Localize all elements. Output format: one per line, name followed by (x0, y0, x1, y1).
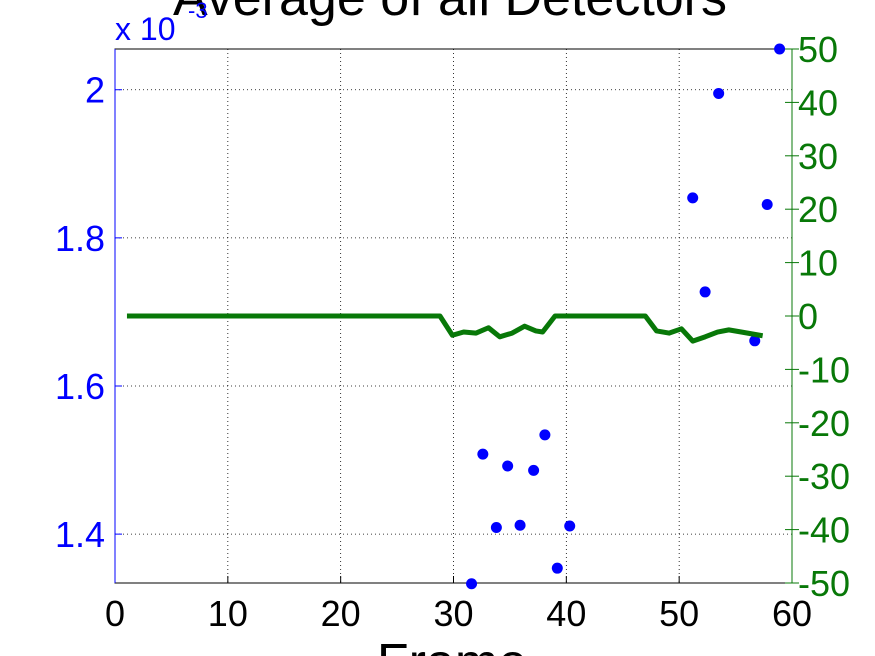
x-tick-label: 20 (321, 593, 361, 634)
data-point (749, 335, 761, 347)
y2-tick-label: 30 (798, 136, 838, 177)
data-point (502, 460, 514, 472)
y-exponent-power: -3 (188, 0, 208, 23)
y2-tick-label: 0 (798, 296, 818, 337)
y-tick-label: 2 (85, 70, 105, 111)
x-tick-label: 40 (546, 593, 586, 634)
data-point (687, 192, 699, 204)
y2-tick-label: 40 (798, 82, 838, 123)
x-tick-label: 0 (105, 593, 125, 634)
data-point (761, 199, 773, 211)
data-point (699, 286, 711, 298)
x-tick-label: 60 (772, 593, 812, 634)
data-point (466, 578, 478, 590)
y2-tick-label: -30 (798, 456, 850, 497)
y-tick-label: 1.4 (55, 514, 105, 555)
data-point (551, 562, 563, 574)
x-tick-label: 30 (433, 593, 473, 634)
x-tick-label: 10 (208, 593, 248, 634)
chart-title: Average of all Detectors (173, 0, 727, 27)
y2-tick-label: 50 (798, 29, 838, 70)
data-point (528, 464, 540, 476)
y2-tick-label: -10 (798, 349, 850, 390)
layer: 0 10 20 30 40 50 60 1.4 1.6 1.8 2 -50 -40 -30 -20 -10 0 1… (55, 29, 850, 634)
data-point (774, 43, 786, 55)
data-point (477, 448, 489, 460)
y2-tick-label: -40 (798, 510, 850, 551)
data-line (126, 313, 764, 344)
data-point (564, 520, 576, 532)
data-point (539, 429, 551, 441)
y2-tick-label: 20 (798, 189, 838, 230)
y-tick-label: 1.6 (55, 366, 105, 407)
y2-tick-label: 10 (798, 243, 838, 284)
y-tick-label: 1.8 (55, 218, 105, 259)
x-tick-label: 50 (659, 593, 699, 634)
y2-tick-label: -50 (798, 563, 850, 604)
data-point (713, 87, 725, 99)
data-point (490, 521, 502, 533)
y2-tick-label: -20 (798, 403, 850, 444)
y-exponent-base: x 10 (115, 11, 175, 47)
data-point (514, 519, 526, 531)
x-axis-label: Frame (377, 634, 527, 656)
